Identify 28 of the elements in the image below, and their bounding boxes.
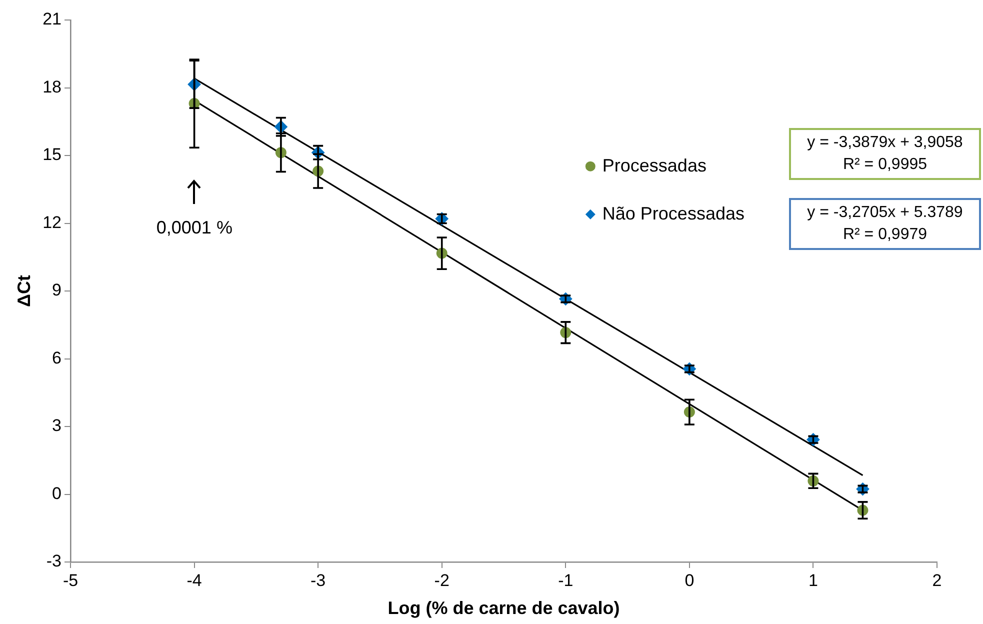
- y-tick-label: 6: [52, 348, 62, 368]
- x-tick-label: 2: [932, 570, 942, 590]
- annotation: y = -3,3879x + 3,9058 R² = 0,9995: [789, 128, 981, 180]
- point: [856, 482, 870, 496]
- x-tick-label: 1: [808, 570, 818, 590]
- x-tick-label: -4: [186, 570, 202, 590]
- y-tick-label: 9: [52, 280, 62, 300]
- y-tick-label: 12: [42, 212, 62, 232]
- x-tick-label: 0: [684, 570, 694, 590]
- x-tick-label: -1: [558, 570, 574, 590]
- x-axis-title: Log (% de carne de cavalo): [388, 598, 620, 618]
- legend-label: Processadas: [602, 155, 706, 176]
- point: [806, 433, 820, 446]
- y-tick-label: 21: [42, 10, 62, 29]
- annotation: 0,0001 %: [156, 218, 232, 238]
- y-tick-label: 15: [42, 145, 62, 164]
- y-tick-label: 18: [42, 77, 62, 96]
- y-axis-title: ΔCt: [14, 275, 34, 307]
- annotation: y = -3,2705x + 5.3789 R² = 0,9979: [789, 198, 981, 250]
- y-tick-label: 0: [52, 484, 62, 503]
- x-tick-label: -3: [310, 570, 326, 590]
- point: [559, 292, 572, 306]
- y-tick-label: -3: [46, 552, 62, 571]
- x-tick-label: -2: [434, 570, 450, 590]
- point: [682, 362, 696, 376]
- y-tick-label: 3: [52, 416, 62, 436]
- legend-label: Não Processadas: [602, 203, 744, 224]
- x-tick-label: -5: [62, 570, 78, 590]
